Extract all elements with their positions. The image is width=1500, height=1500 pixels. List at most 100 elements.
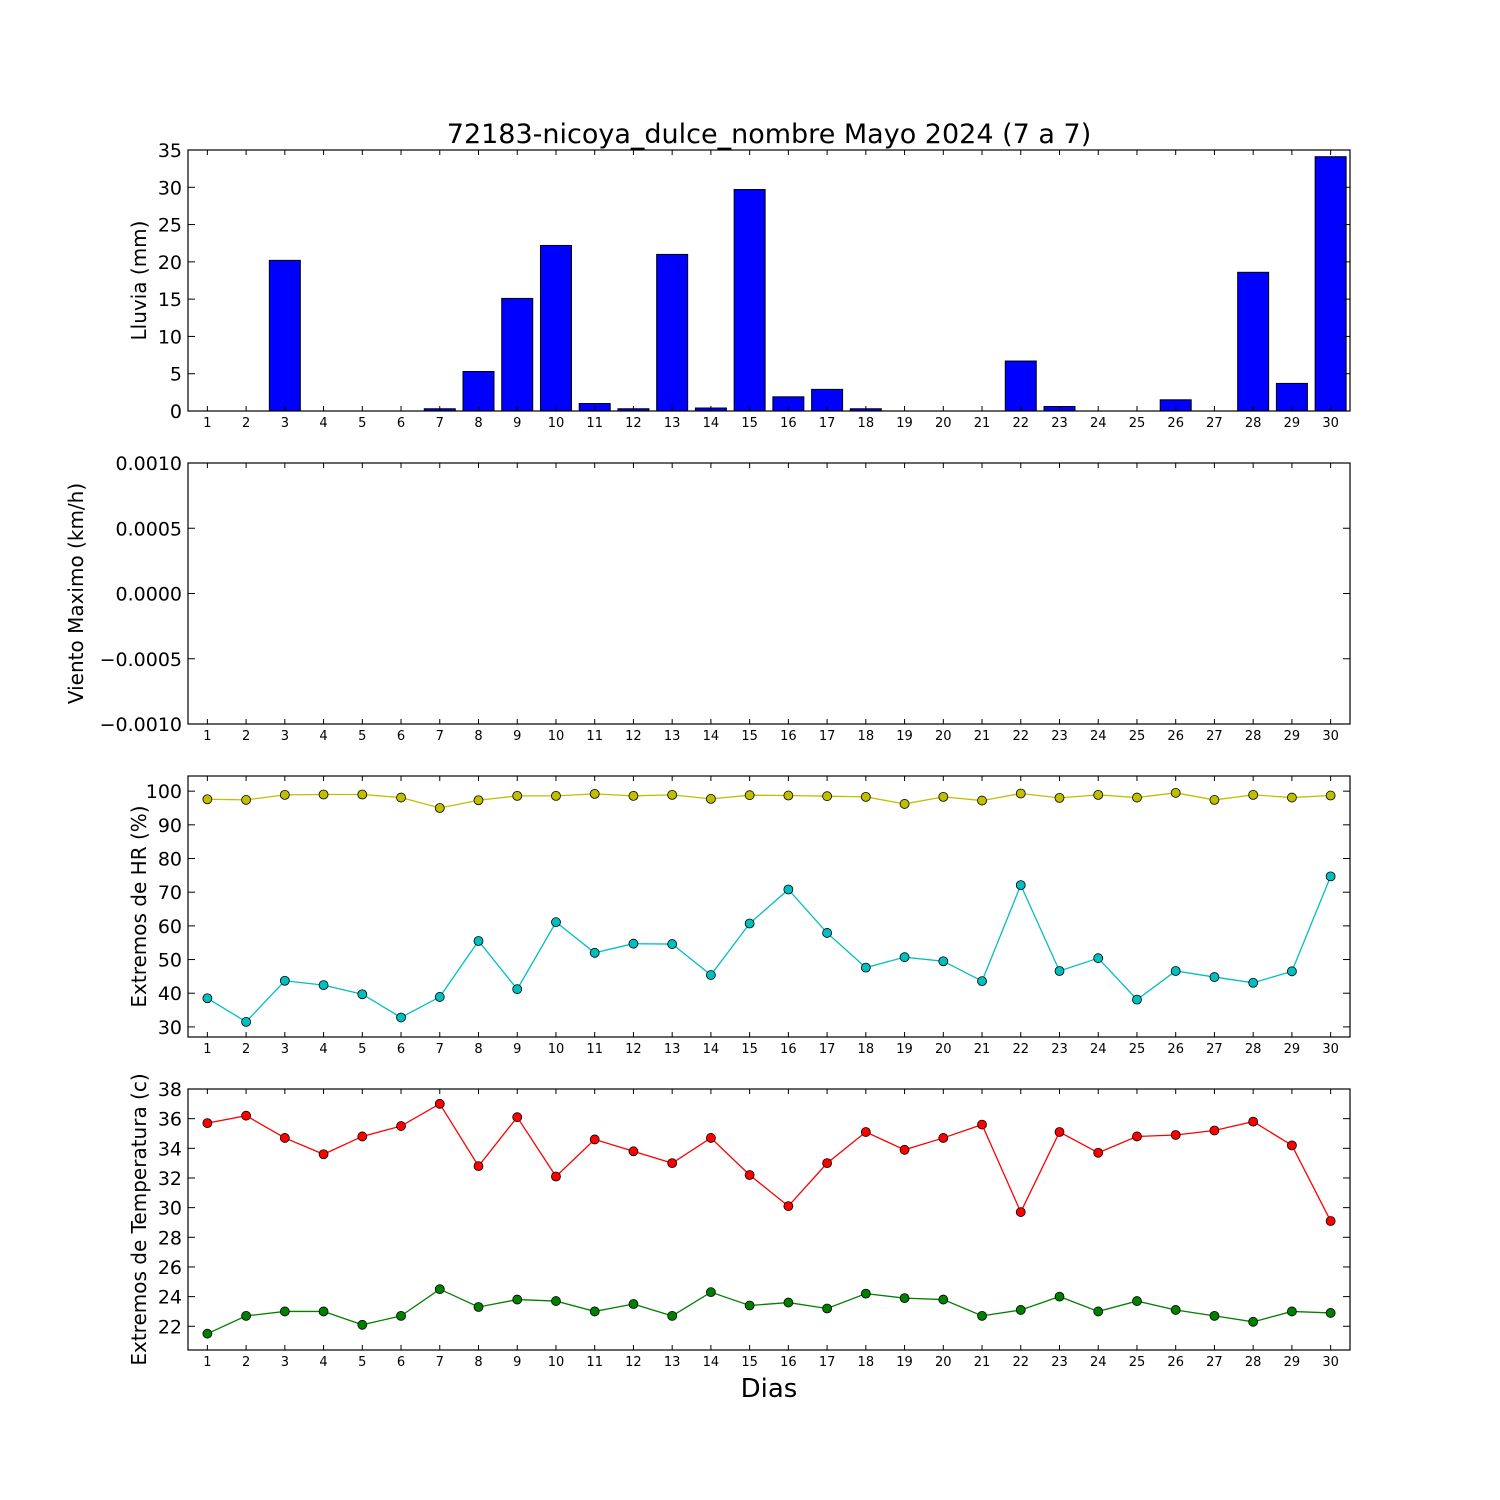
y-tick-label: 5 xyxy=(170,364,182,386)
y-axis-label-4: Extremos de Temperatura (c) xyxy=(127,1073,151,1365)
x-tick-label: 3 xyxy=(281,416,289,431)
series-1-point-day-29 xyxy=(1287,792,1297,803)
x-tick-label: 6 xyxy=(397,416,405,431)
bar-day-13 xyxy=(656,253,689,411)
y-tick-label: −0.0005 xyxy=(100,649,182,671)
series-2-point-day-1 xyxy=(202,993,213,1004)
series-1-point-day-23 xyxy=(1054,1127,1065,1137)
x-tick-label: 1 xyxy=(203,1355,211,1370)
x-tick-label: 12 xyxy=(625,1355,642,1370)
x-tick-label: 17 xyxy=(819,729,836,744)
series-1-point-day-29 xyxy=(1287,1140,1297,1151)
series-2-point-day-14 xyxy=(706,970,716,980)
x-tick-label: 4 xyxy=(319,729,327,744)
series-2-point-day-15 xyxy=(744,1300,755,1311)
series-line-2 xyxy=(207,876,1332,1023)
x-tick-label: 7 xyxy=(436,729,444,744)
series-2-point-day-26 xyxy=(1170,1305,1181,1315)
x-tick-label: 18 xyxy=(858,1355,875,1370)
x-tick-label: 3 xyxy=(281,1355,289,1370)
x-tick-label: 10 xyxy=(548,1355,565,1370)
x-tick-label: 26 xyxy=(1167,729,1184,744)
y-tick-label: −0.0010 xyxy=(100,714,182,736)
y-tick-label: 50 xyxy=(158,950,182,972)
bar-day-30 xyxy=(1314,156,1347,411)
y-tick-label: 36 xyxy=(158,1109,182,1131)
x-tick-label: 19 xyxy=(896,1042,913,1057)
y-tick-label: 90 xyxy=(158,815,182,837)
x-tick-label: 9 xyxy=(513,416,521,431)
x-tick-label: 11 xyxy=(586,416,603,431)
x-tick-label: 30 xyxy=(1322,1355,1339,1370)
x-tick-label: 9 xyxy=(513,1042,521,1057)
series-2-point-day-4 xyxy=(318,1306,329,1317)
x-tick-label: 23 xyxy=(1051,1355,1068,1370)
series-1-point-day-13 xyxy=(667,1158,678,1169)
y-tick-label: 0 xyxy=(170,401,182,423)
series-2-point-day-11 xyxy=(589,1306,600,1317)
series-1-point-day-24 xyxy=(1093,789,1104,800)
series-2-point-day-29 xyxy=(1287,966,1297,977)
series-1-point-day-30 xyxy=(1325,790,1336,801)
x-tick-label: 16 xyxy=(780,1042,797,1057)
x-tick-label: 8 xyxy=(474,729,482,744)
x-tick-label: 7 xyxy=(436,1355,444,1370)
x-tick-label: 9 xyxy=(513,1355,521,1370)
x-tick-label: 26 xyxy=(1167,416,1184,431)
series-1-point-day-11 xyxy=(589,788,600,799)
x-tick-label: 3 xyxy=(281,729,289,744)
series-2-point-day-23 xyxy=(1054,966,1065,976)
series-2-point-day-6 xyxy=(396,1012,406,1023)
x-tick-label: 28 xyxy=(1245,729,1262,744)
x-tick-label: 13 xyxy=(664,1042,681,1057)
x-tick-label: 8 xyxy=(474,1355,482,1370)
series-2-point-day-19 xyxy=(899,1293,910,1303)
series-1-point-day-25 xyxy=(1132,792,1142,803)
bar-day-10 xyxy=(539,244,572,411)
series-2-point-day-28 xyxy=(1248,1316,1259,1327)
series-2-point-day-24 xyxy=(1093,953,1104,964)
series-1-point-day-14 xyxy=(706,794,716,804)
x-axis-label: Dias xyxy=(741,1374,798,1404)
x-tick-label: 20 xyxy=(935,416,952,431)
series-2-point-day-30 xyxy=(1325,1308,1336,1318)
series-2-point-day-23 xyxy=(1054,1291,1065,1302)
x-tick-label: 18 xyxy=(858,729,875,744)
x-tick-label: 26 xyxy=(1167,1355,1184,1370)
series-2-point-day-8 xyxy=(473,1302,484,1312)
series-1-point-day-26 xyxy=(1170,787,1181,798)
x-tick-label: 6 xyxy=(397,729,405,744)
x-tick-label: 5 xyxy=(358,416,366,431)
series-1-point-day-18 xyxy=(860,791,871,802)
series-2-point-day-27 xyxy=(1209,972,1220,982)
x-tick-label: 27 xyxy=(1206,729,1223,744)
x-tick-label: 25 xyxy=(1129,729,1146,744)
y-tick-label: 38 xyxy=(158,1079,182,1101)
x-tick-label: 20 xyxy=(935,729,952,744)
x-tick-label: 6 xyxy=(397,1355,405,1370)
series-2-point-day-21 xyxy=(977,976,987,986)
x-tick-label: 21 xyxy=(974,729,991,744)
x-tick-label: 13 xyxy=(664,729,681,744)
axes-frame-3 xyxy=(187,775,1351,1038)
x-tick-label: 21 xyxy=(974,416,991,431)
y-tick-label: 80 xyxy=(158,849,182,871)
y-tick-label: 34 xyxy=(158,1138,182,1160)
series-2-point-day-17 xyxy=(822,1303,832,1314)
x-tick-label: 2 xyxy=(242,1355,250,1370)
x-tick-label: 7 xyxy=(436,416,444,431)
x-tick-label: 21 xyxy=(974,1042,991,1057)
x-tick-label: 24 xyxy=(1090,416,1107,431)
x-tick-label: 11 xyxy=(586,1042,603,1057)
x-tick-label: 15 xyxy=(741,416,758,431)
y-tick-label: 35 xyxy=(158,140,182,162)
series-2-point-day-10 xyxy=(551,917,561,928)
series-1-point-day-14 xyxy=(706,1133,716,1143)
series-1-point-day-19 xyxy=(899,799,910,809)
series-1-point-day-24 xyxy=(1093,1147,1104,1158)
series-1-point-day-26 xyxy=(1170,1130,1181,1140)
